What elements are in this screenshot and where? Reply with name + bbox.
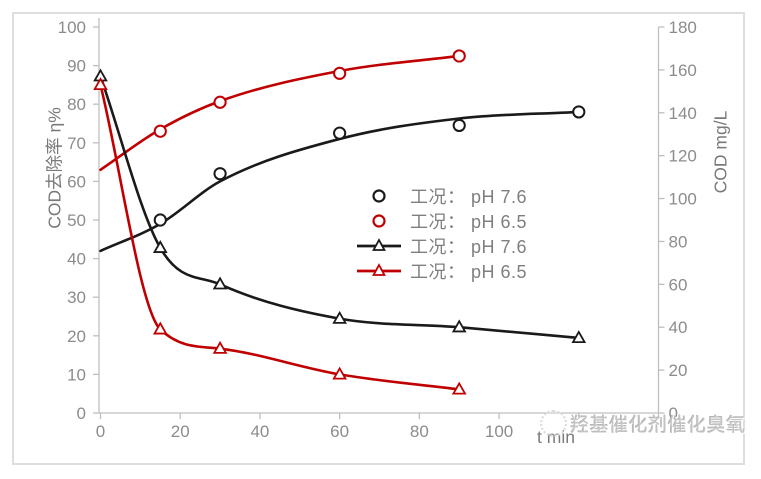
data-point bbox=[212, 340, 228, 354]
legend-item: 工况： pH 6.5 bbox=[356, 208, 527, 233]
y-left-tick-label: 50 bbox=[67, 211, 86, 230]
data-point bbox=[452, 49, 466, 63]
legend-marker-circle-red bbox=[372, 213, 386, 228]
y-left-tick-label: 60 bbox=[67, 172, 86, 191]
legend-item: 工况： pH 7.6 bbox=[356, 233, 527, 258]
series-markers-2 bbox=[93, 68, 587, 344]
series-markers-1 bbox=[153, 49, 466, 138]
right-axis-title: COD mg/L bbox=[710, 110, 731, 194]
legend: 工况： pH 7.6 工况： pH 6.5 工况： pH 7.6 工况： pH … bbox=[356, 183, 527, 283]
y-right-tick-label: 80 bbox=[669, 232, 688, 251]
y-left-tick-label: 70 bbox=[67, 134, 86, 153]
data-point bbox=[93, 77, 108, 90]
data-point bbox=[333, 66, 347, 80]
data-point bbox=[333, 126, 347, 140]
y-left-tick-label: 10 bbox=[67, 365, 86, 384]
x-tick-label: 0 bbox=[96, 422, 105, 441]
legend-item: 工况： pH 7.6 bbox=[356, 183, 527, 208]
y-right-tick-label: 120 bbox=[669, 147, 697, 166]
watermark-text: 羟基催化剂催化臭氧 bbox=[570, 415, 746, 436]
y-left-tick-label: 100 bbox=[58, 18, 86, 37]
data-point bbox=[332, 366, 347, 380]
data-point bbox=[153, 124, 167, 138]
data-point bbox=[153, 213, 167, 227]
y-right-tick-label: 140 bbox=[669, 104, 697, 123]
y-left-tick-label: 80 bbox=[67, 95, 86, 114]
series-markers-0 bbox=[153, 105, 586, 227]
chart-frame bbox=[12, 12, 745, 465]
data-point bbox=[212, 276, 228, 290]
watermark: 羟基催化剂催化臭氧 bbox=[540, 410, 746, 437]
series-line-1 bbox=[99, 54, 461, 172]
y-left-tick-label: 40 bbox=[67, 250, 86, 269]
data-point bbox=[451, 381, 467, 395]
y-left-tick-label: 90 bbox=[67, 57, 86, 76]
data-point bbox=[152, 240, 168, 253]
legend-label: 工况： pH 7.6 bbox=[410, 186, 528, 207]
legend-label: 工况： pH 7.6 bbox=[410, 236, 528, 257]
legend-item: 工况： pH 6.5 bbox=[356, 258, 527, 283]
data-point bbox=[572, 105, 586, 119]
y-right-tick-label: 0 bbox=[669, 404, 678, 423]
legend-label: 工况： pH 6.5 bbox=[410, 261, 528, 282]
data-point bbox=[451, 319, 467, 333]
y-right-tick-label: 100 bbox=[669, 190, 697, 209]
series-markers-3 bbox=[93, 77, 467, 395]
y-left-tick-label: 30 bbox=[67, 288, 86, 307]
data-point bbox=[152, 321, 168, 335]
x-tick-label: 60 bbox=[330, 422, 349, 441]
x-tick-label: 40 bbox=[250, 422, 269, 441]
left-axis-title: COD去除率 η% bbox=[44, 107, 65, 229]
legend-marker-triangle-red bbox=[357, 262, 401, 276]
y-right-tick-label: 160 bbox=[669, 61, 697, 80]
legend-marker-circle-black bbox=[372, 188, 386, 203]
data-point bbox=[571, 330, 587, 344]
y-right-tick-label: 180 bbox=[669, 18, 697, 37]
x-tick-label: 20 bbox=[171, 422, 190, 441]
x-tick-label: 100 bbox=[485, 422, 513, 441]
axes: 0 10 20 30 40 50 60 70 80 90 100 0 20 40 60 80 100 120 140… bbox=[58, 18, 697, 441]
legend-label: 工况： pH 6.5 bbox=[410, 211, 528, 232]
watermark-logo-icon bbox=[540, 410, 567, 437]
legend-marker-triangle-black bbox=[357, 237, 401, 251]
x-tick-label: 80 bbox=[410, 422, 429, 441]
data-point bbox=[213, 95, 227, 109]
data-point bbox=[213, 167, 227, 181]
y-left-tick-label: 0 bbox=[77, 404, 86, 423]
data-point bbox=[332, 310, 347, 324]
y-right-tick-label: 20 bbox=[669, 361, 688, 380]
y-right-tick-label: 60 bbox=[669, 275, 688, 294]
series-line-2 bbox=[99, 75, 581, 340]
y-right-tick-label: 40 bbox=[669, 318, 688, 337]
data-point bbox=[452, 118, 466, 133]
y-left-tick-label: 20 bbox=[67, 327, 86, 346]
